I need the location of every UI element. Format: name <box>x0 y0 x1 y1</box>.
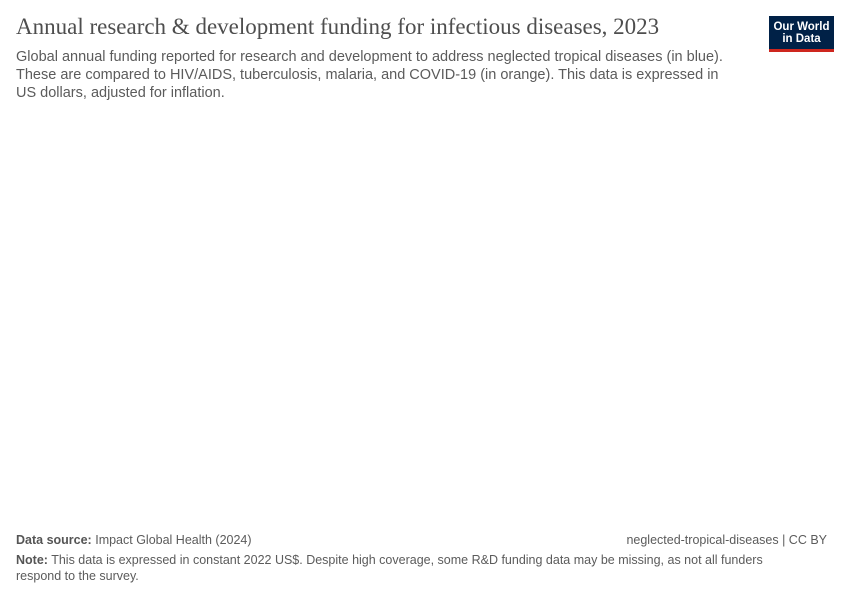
logo[interactable]: Our World in Data <box>769 16 834 52</box>
logo-text: Our World <box>773 21 830 33</box>
chart-title: Annual research & development funding fo… <box>16 14 660 39</box>
plot-area <box>16 110 826 520</box>
note-label: Note: <box>16 553 48 567</box>
note: Note: This data is expressed in constant… <box>16 553 806 584</box>
logo-text: in Data <box>782 33 821 45</box>
source: Data source: Impact Global Health (2024) <box>16 533 252 547</box>
url[interactable]: neglected-tropical-diseases | CC BY <box>626 533 827 547</box>
note-text: This data is expressed in constant 2022 … <box>16 553 763 583</box>
chart-subtitle: Global annual funding reported for resea… <box>16 49 723 101</box>
source-label: Data source: <box>16 533 92 547</box>
source-text[interactable]: Impact Global Health (2024) <box>95 533 252 547</box>
